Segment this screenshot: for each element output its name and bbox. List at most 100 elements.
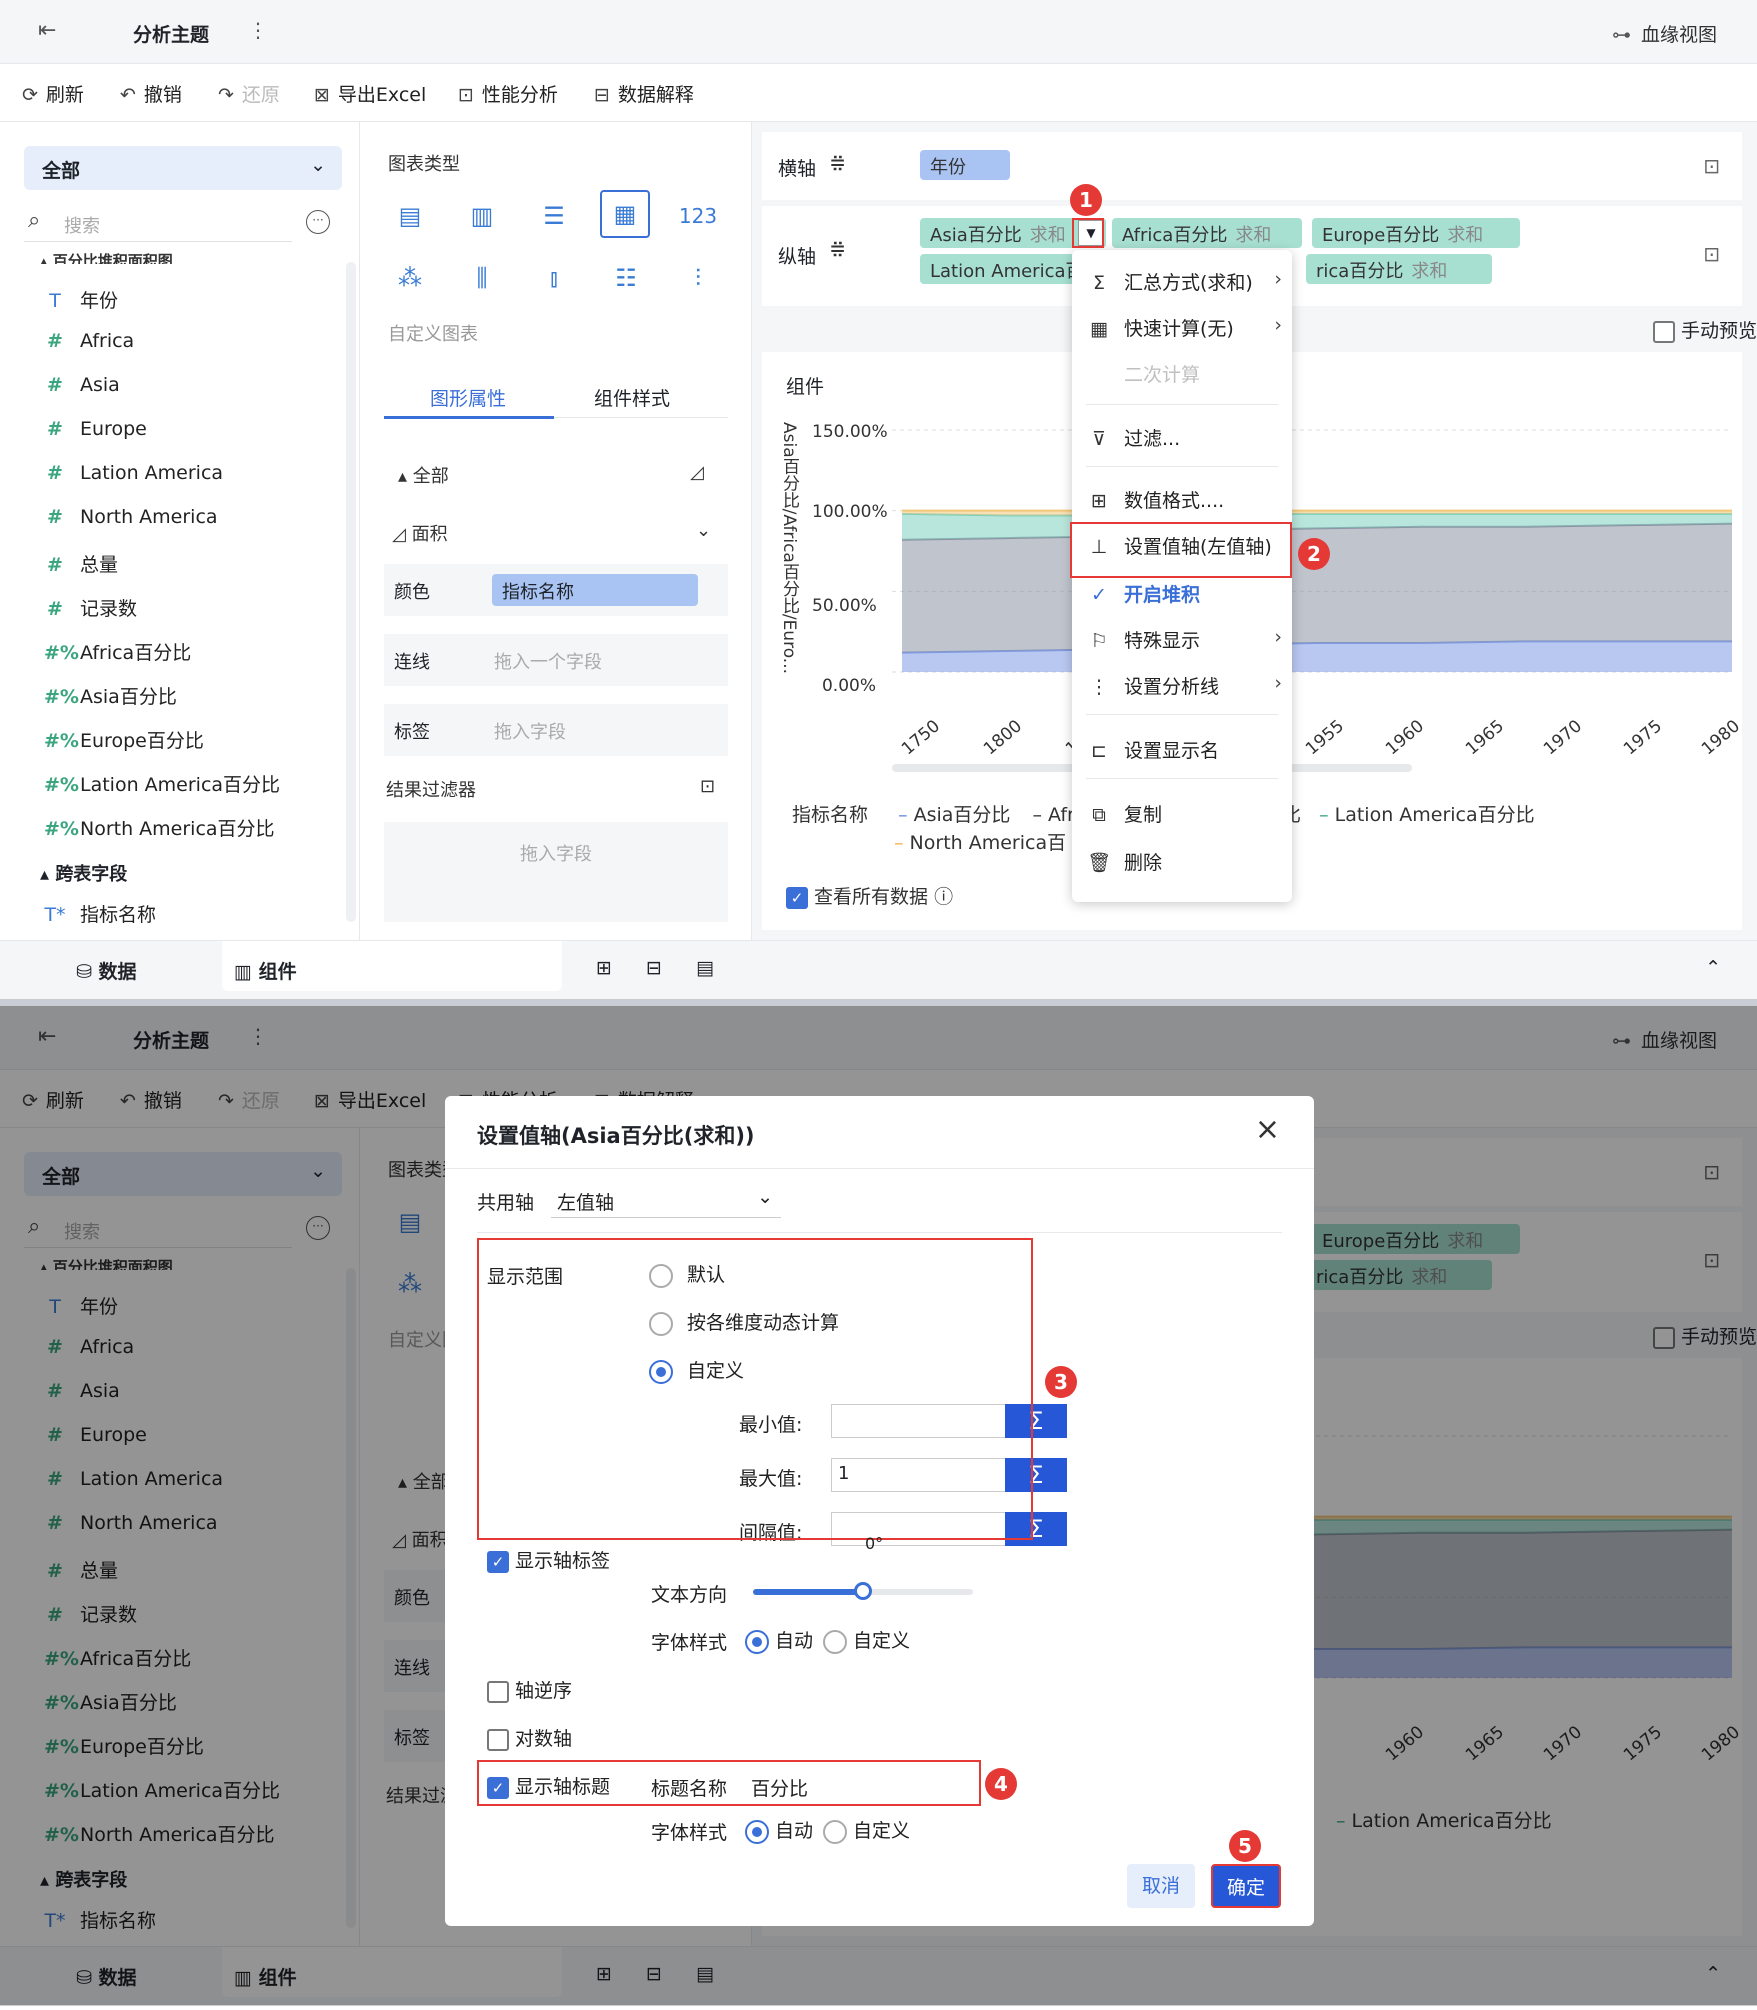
menu-item-number-format[interactable]: ⊞ 数值格式.... <box>1072 478 1292 518</box>
group-partial[interactable]: ▴ 百分比堆积面积图 <box>40 1256 173 1270</box>
range-dynamic-radio[interactable]: 按各维度动态计算 <box>649 1308 839 1336</box>
x-axis-icon[interactable]: ⩷ <box>830 146 846 176</box>
reverse-axis-checkbox[interactable]: 轴逆序 <box>487 1676 572 1703</box>
lineage-button[interactable]: ⊶ 血缘视图 <box>1612 20 1717 47</box>
chevron-down-icon[interactable]: ⌄ <box>696 520 712 541</box>
menu-item-copy[interactable]: ⧉ 复制 <box>1072 792 1292 832</box>
field-item[interactable]: # Lation America <box>44 1468 223 1490</box>
waterfall-icon[interactable]: ⫶ <box>695 264 701 292</box>
font-custom-radio[interactable]: 自定义 <box>823 1626 910 1654</box>
y-field-pill[interactable]: Asia百分比 求和 <box>920 218 1106 248</box>
field-item[interactable]: # 记录数 <box>44 1600 137 1627</box>
heatmap-icon[interactable]: ⁂ <box>398 264 422 292</box>
redo-button[interactable]: ↷ 还原 <box>218 1086 280 1113</box>
redo-button[interactable]: ↷ 还原 <box>218 80 280 107</box>
y-axis-icon[interactable]: ⩷ <box>830 232 846 262</box>
lock-icon[interactable]: ⊡ <box>1703 1248 1720 1272</box>
field-item[interactable]: T* 指标名称 <box>44 1906 156 1933</box>
tag-property[interactable]: 标签 拖入字段 <box>384 704 728 756</box>
range-custom-radio[interactable]: 自定义 <box>649 1356 744 1384</box>
menu-item-display-name[interactable]: ⊏ 设置显示名 <box>1072 728 1292 768</box>
line-property[interactable]: 连线 拖入一个字段 <box>384 634 728 686</box>
y-field-pill[interactable]: rica百分比 求和 <box>1306 1260 1492 1290</box>
collapse-icon[interactable]: ⌃ <box>1705 1963 1721 1985</box>
exit-icon[interactable]: ⇤ <box>38 1024 57 1049</box>
tab-shape-properties[interactable]: 图形属性 <box>430 388 507 410</box>
close-icon[interactable]: × <box>1254 1112 1280 1147</box>
field-item[interactable]: # Europe <box>44 418 147 440</box>
table-select[interactable]: 全部 ⌄ <box>24 146 342 190</box>
y-field-pill[interactable]: Lation America百 <box>920 254 1080 284</box>
field-item[interactable]: #%Asia百分比 <box>44 682 177 709</box>
menu-item-analysis-line[interactable]: ⋮ 设置分析线 › <box>1072 664 1292 704</box>
field-item[interactable]: # Europe <box>44 1424 147 1446</box>
bar-chart-icon[interactable]: ⫼ <box>476 264 488 292</box>
range-default-radio[interactable]: 默认 <box>649 1260 725 1288</box>
shared-axis-select[interactable]: 左值轴 ⌄ <box>551 1182 781 1218</box>
refresh-button[interactable]: ⟳ 刷新 <box>22 80 84 107</box>
lock-icon[interactable]: ⊡ <box>1703 242 1720 266</box>
field-item[interactable]: # Asia <box>44 1380 120 1402</box>
search-input[interactable]: ⌕ 搜索 <box>24 1212 292 1248</box>
field-item[interactable]: # Africa <box>44 330 134 352</box>
add-dashboard-icon[interactable]: ⊟ <box>646 1963 662 1985</box>
y-field-pill[interactable]: Africa百分比 求和 <box>1112 218 1302 248</box>
area-shape-icon[interactable]: ◿ <box>690 462 704 483</box>
legend-item[interactable]: Lation America百分比 <box>1351 1810 1552 1832</box>
table-select[interactable]: 全部 ⌄ <box>24 1152 342 1196</box>
all-marks-row[interactable]: ▴ 全部 <box>398 466 449 487</box>
menu-item-aggregation[interactable]: Σ 汇总方式(求和) › <box>1072 260 1292 300</box>
column-chart-icon[interactable]: ⫾ <box>550 264 558 292</box>
field-item[interactable]: #%Africa百分比 <box>44 638 191 665</box>
component-tab[interactable]: ▥ 组件 <box>234 957 297 984</box>
color-field-chip[interactable]: 指标名称 <box>492 574 698 606</box>
manual-preview-toggle[interactable]: 手动预览 <box>1652 1322 1757 1349</box>
field-item[interactable]: # North America <box>44 1512 218 1534</box>
legend-item[interactable]: Afr <box>1048 804 1075 826</box>
title-name-input[interactable]: 百分比 <box>751 1778 809 1800</box>
exit-icon[interactable]: ⇤ <box>38 18 57 43</box>
perf-button[interactable]: ⊡ 性能分析 <box>458 80 558 107</box>
add-chart-icon[interactable]: ⊞ <box>596 957 612 979</box>
view-all-data[interactable]: ✓ 查看所有数据 ⓘ <box>786 882 953 909</box>
cross-table-icon[interactable]: ▥ <box>470 202 494 230</box>
more-icon[interactable]: ⋮ <box>248 18 268 42</box>
undo-button[interactable]: ↶ 撤销 <box>120 1086 182 1113</box>
kpi-card-icon[interactable]: 123 <box>678 204 718 228</box>
title-font-auto-radio[interactable]: 自动 <box>745 1816 813 1844</box>
lock-icon[interactable]: ⊡ <box>1703 154 1720 178</box>
scrollbar[interactable] <box>346 262 356 922</box>
field-item[interactable]: #%Africa百分比 <box>44 1644 191 1671</box>
slider-handle[interactable] <box>854 1582 872 1600</box>
group-cross[interactable]: ▴ 跨表字段 <box>40 864 128 885</box>
grouped-table-icon[interactable]: ▦ <box>600 190 650 238</box>
filter-drop-zone[interactable]: 拖入字段 <box>384 822 728 922</box>
explain-button[interactable]: ⊟ 数据解释 <box>594 80 694 107</box>
scrollbar[interactable] <box>346 1268 356 1928</box>
y-field-pill[interactable]: Europe百分比 求和 <box>1312 218 1520 248</box>
menu-item-delete[interactable]: 🗑 删除 <box>1072 840 1292 880</box>
data-tab[interactable]: ⛁ 数据 <box>76 957 137 984</box>
field-item[interactable]: # North America <box>44 506 218 528</box>
heatmap-icon[interactable]: ⁂ <box>398 1270 422 1298</box>
log-axis-checkbox[interactable]: 对数轴 <box>487 1724 572 1751</box>
detail-table-icon[interactable]: ☰ <box>543 202 565 230</box>
legend-item[interactable]: North America百 <box>909 832 1067 854</box>
refresh-button[interactable]: ⟳ 刷新 <box>22 1086 84 1113</box>
group-partial[interactable]: ▴ 百分比堆积面积图 <box>40 250 173 264</box>
group-cross[interactable]: ▴ 跨表字段 <box>40 1870 128 1891</box>
mark-type-select[interactable]: ◿ 面积 <box>392 1530 448 1551</box>
legend-item[interactable]: Asia百分比 <box>913 804 1011 826</box>
field-item[interactable]: # Lation America <box>44 462 223 484</box>
field-item[interactable]: # Africa <box>44 1336 134 1358</box>
data-tab[interactable]: ⛁ 数据 <box>76 1963 137 1990</box>
lineage-button[interactable]: ⊶ 血缘视图 <box>1612 1026 1717 1053</box>
stacked-bar-icon[interactable]: ☷ <box>615 264 637 292</box>
tab-component-style[interactable]: 组件样式 <box>594 388 671 410</box>
search-input[interactable]: ⌕ 搜索 <box>24 206 292 242</box>
more-options-icon[interactable]: ··· <box>306 1216 330 1240</box>
font-auto-radio[interactable]: 自动 <box>745 1626 813 1654</box>
more-icon[interactable]: ⋮ <box>248 1024 268 1048</box>
export-excel-button[interactable]: ⊠ 导出Excel <box>314 80 426 107</box>
menu-item-set-axis[interactable]: ⊥ 设置值轴(左值轴) <box>1072 524 1292 564</box>
